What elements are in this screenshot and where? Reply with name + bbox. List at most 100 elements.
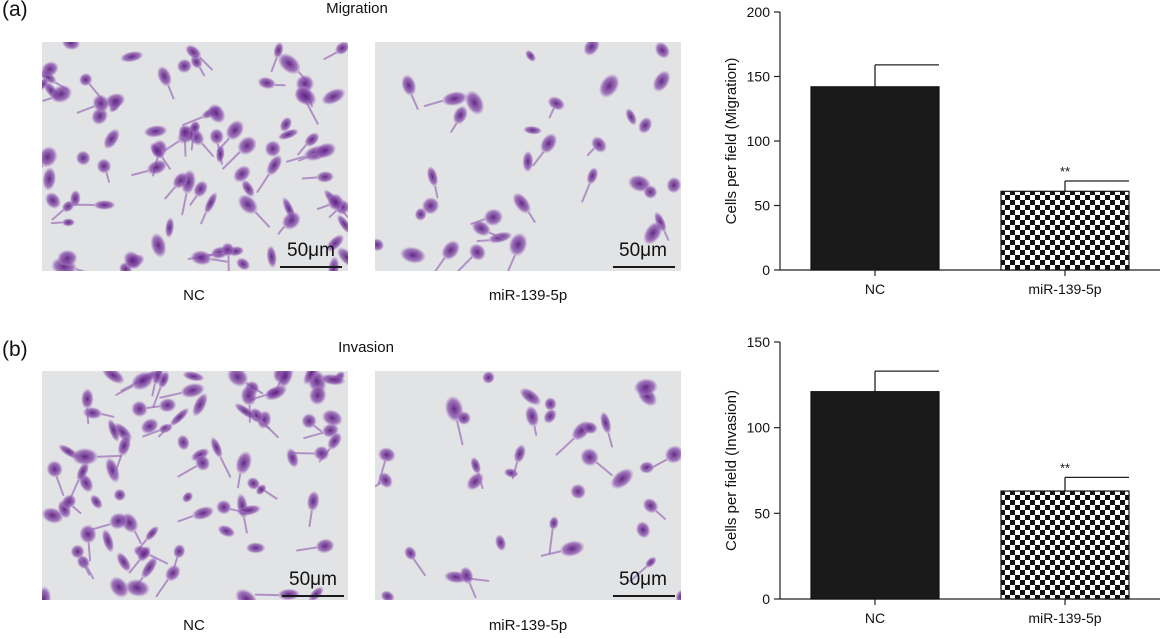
cell — [482, 371, 495, 384]
cell — [375, 472, 393, 496]
cell — [216, 500, 250, 515]
image-caption-nc: NC — [183, 617, 205, 634]
cell — [540, 540, 585, 557]
cell — [70, 544, 91, 576]
cell — [104, 93, 126, 109]
cell — [300, 586, 324, 600]
cell — [643, 221, 663, 245]
cell — [323, 42, 348, 61]
cell — [182, 491, 193, 503]
cell — [301, 171, 334, 183]
y-tick-label: 50 — [754, 198, 770, 214]
cell — [629, 556, 657, 583]
panel-b-title: Invasion — [338, 339, 394, 356]
stained-cells — [42, 42, 348, 271]
cell — [639, 461, 654, 474]
x-tick-label: NC — [865, 610, 885, 626]
stained-cells — [375, 371, 681, 600]
cell — [450, 105, 468, 133]
cell — [654, 211, 670, 241]
cell — [200, 192, 218, 225]
cell — [109, 576, 129, 598]
cell — [177, 434, 190, 451]
cell — [42, 167, 56, 191]
scale-bar — [282, 595, 344, 597]
scale-label: 50μm — [287, 240, 335, 261]
cell — [157, 66, 175, 100]
y-tick-label: 0 — [762, 591, 770, 607]
cell — [277, 371, 294, 388]
cell — [192, 393, 208, 417]
cell — [241, 180, 255, 197]
cell — [266, 245, 277, 268]
cell — [116, 552, 131, 572]
significance-marker: ** — [1060, 460, 1070, 475]
cell — [177, 455, 210, 478]
cell — [511, 444, 526, 480]
cell — [217, 525, 235, 538]
cell — [236, 257, 250, 271]
cell — [128, 546, 151, 574]
image-caption-mir: miR-139-5p — [488, 287, 568, 304]
cell — [158, 407, 189, 438]
cell — [322, 409, 343, 427]
cell — [233, 165, 251, 183]
cell — [297, 132, 320, 156]
cell — [401, 74, 419, 110]
cell — [466, 472, 484, 491]
cell — [337, 247, 348, 268]
cell — [76, 150, 91, 166]
cell — [146, 398, 177, 413]
micrograph-invasion-nc — [42, 371, 348, 600]
cell — [264, 140, 281, 157]
cell — [255, 484, 267, 495]
cell — [210, 437, 232, 478]
cell — [600, 411, 614, 448]
cell — [81, 388, 94, 425]
cell — [70, 190, 81, 207]
cell — [112, 435, 131, 479]
cell — [151, 371, 164, 397]
cell — [525, 406, 539, 436]
cell — [155, 564, 181, 598]
scale-label: 50μm — [619, 240, 667, 261]
cell — [221, 242, 235, 271]
cell — [675, 589, 681, 600]
y-tick-label: 0 — [762, 262, 770, 278]
cell — [525, 50, 536, 62]
cell — [235, 589, 258, 600]
cell — [430, 240, 460, 271]
cell — [103, 128, 120, 149]
cell — [45, 192, 61, 209]
y-tick-label: 100 — [747, 420, 771, 436]
scale-bar — [280, 266, 342, 268]
bar-mir-139-5p — [1000, 190, 1130, 271]
stained-cells — [42, 371, 346, 600]
cell — [42, 146, 58, 177]
cell — [178, 124, 192, 157]
cell — [298, 142, 336, 162]
cell — [380, 590, 395, 600]
cell — [404, 546, 426, 577]
migration-bar-chart: 0 50 100 150 200 Cells per field (Migration) N… — [723, 4, 1160, 297]
bar-nc — [810, 86, 940, 271]
cell — [278, 129, 299, 140]
y-tick-label: 100 — [747, 133, 771, 149]
cell — [257, 77, 286, 89]
bar-mir-139-5p — [1000, 490, 1130, 600]
cell — [182, 371, 205, 382]
cell — [42, 507, 64, 524]
y-tick-label: 150 — [747, 69, 771, 85]
panel-a-letter: (a) — [2, 0, 28, 21]
cell — [238, 194, 271, 228]
cell — [254, 588, 300, 600]
micrograph-migration-nc — [42, 42, 348, 271]
cell — [422, 197, 440, 215]
cell — [290, 445, 330, 461]
cell — [90, 494, 103, 509]
cell — [42, 77, 49, 92]
cell — [375, 238, 384, 251]
cell — [172, 544, 186, 570]
cell — [207, 104, 226, 124]
image-caption-mir: miR-139-5p — [488, 617, 568, 634]
